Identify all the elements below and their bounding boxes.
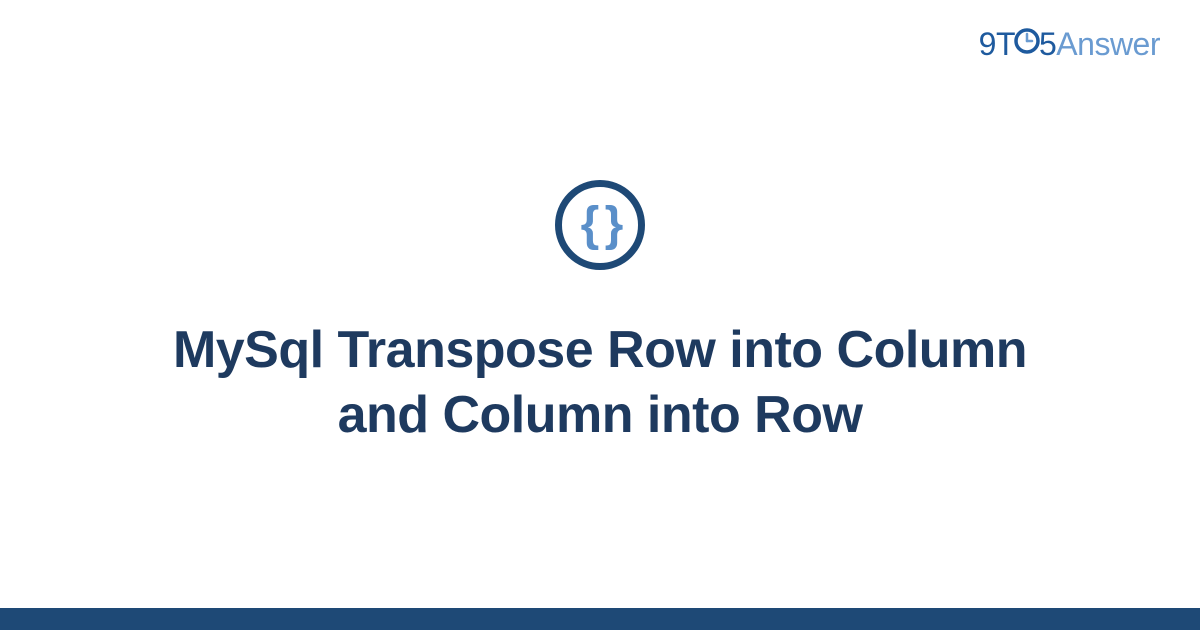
category-icon-ring: { } [555,180,645,270]
code-braces-icon: { } [581,201,620,249]
content-area: { } MySql Transpose Row into Column and … [0,0,1200,608]
bottom-accent-bar [0,608,1200,630]
page-title: MySql Transpose Row into Column and Colu… [150,318,1050,448]
